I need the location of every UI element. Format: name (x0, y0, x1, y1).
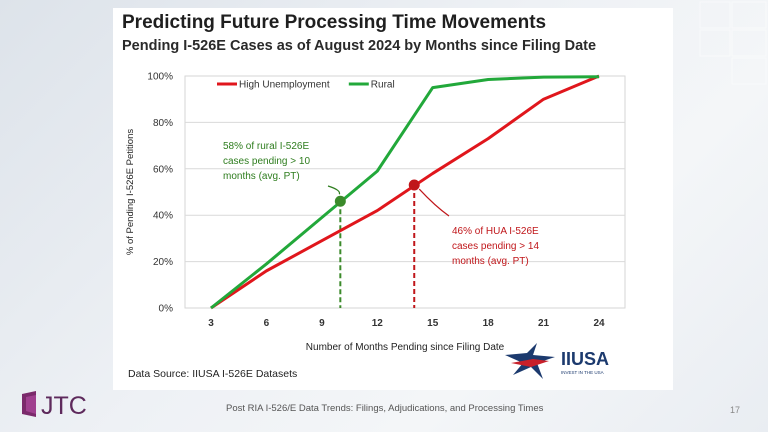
legend-label: Rural (371, 80, 395, 91)
annotation-text: cases pending > 14 (452, 241, 539, 252)
line-chart: 0% 20% 40% 60% 80% 100% 3 6 9 12 15 18 21 24 Number of… (125, 72, 626, 353)
jtc-shield-icon (22, 391, 36, 417)
iiusa-logo-text: IIUSA (561, 349, 609, 369)
x-tick-label: 9 (319, 318, 325, 329)
data-source-note: Data Source: IIUSA I-526E Datasets (128, 368, 298, 380)
series-line-high-unemployment (210, 74, 600, 310)
x-tick-label: 6 (264, 318, 270, 329)
annotation-text: 46% of HUA I-526E (452, 226, 539, 237)
plot-area (184, 75, 626, 309)
highlight-point (408, 179, 420, 191)
y-tick-label: 60% (153, 164, 173, 175)
slide-subtitle: Pending I-526E Cases as of August 2024 b… (122, 38, 597, 54)
legend-label: High Unemployment (239, 80, 330, 91)
slide-title: Predicting Future Processing Time Moveme… (122, 12, 547, 33)
footer-title: Post RIA I-526/E Data Trends: Filings, A… (226, 403, 544, 414)
page-number: 17 (730, 405, 741, 415)
annotation-text: months (avg. PT) (223, 171, 300, 182)
jtc-logo-text: JTC (41, 392, 87, 420)
x-tick-label: 3 (208, 318, 214, 329)
x-tick-label: 15 (427, 318, 439, 329)
series-line-rural (210, 75, 600, 310)
x-tick-label: 21 (538, 318, 550, 329)
iiusa-tagline: INVEST IN THE USA (561, 370, 604, 375)
iiusa-logo: IIUSA INVEST IN THE USA (505, 343, 609, 379)
y-tick-label: 20% (153, 257, 173, 268)
x-tick-label: 12 (372, 318, 384, 329)
decorative-grid (699, 1, 767, 85)
y-tick-label: 100% (147, 72, 173, 83)
x-tick-label: 24 (593, 318, 605, 329)
annotation-connector (327, 185, 341, 195)
annotation-text: cases pending > 10 (223, 156, 310, 167)
annotation-connector (418, 188, 450, 217)
annotation-text: months (avg. PT) (452, 256, 529, 267)
y-axis-label: % of Pending I-526E Petitions (125, 129, 136, 255)
highlight-point (334, 195, 346, 207)
x-axis-label: Number of Months Pending since Filing Da… (306, 342, 505, 353)
y-tick-label: 80% (153, 118, 173, 129)
y-tick-label: 40% (153, 211, 173, 222)
y-tick-label: 0% (159, 304, 174, 315)
annotation-text: 58% of rural I-526E (223, 141, 309, 152)
x-tick-label: 18 (483, 318, 495, 329)
jtc-logo: JTC (22, 391, 87, 420)
